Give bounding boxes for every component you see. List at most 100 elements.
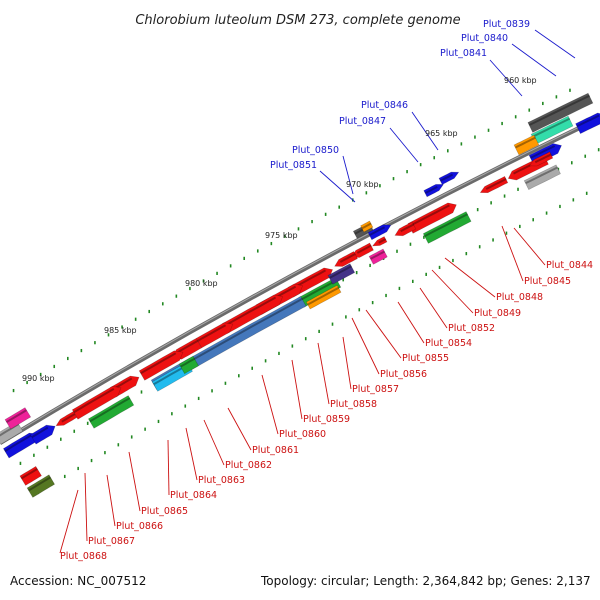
gene-label-plut-0848[interactable]: Plut_0848 <box>496 292 543 303</box>
scale-tick-mark <box>33 453 35 457</box>
gene-label-plut-0861[interactable]: Plut_0861 <box>252 445 299 456</box>
scale-tick-mark <box>584 154 587 158</box>
scale-tick-mark <box>532 218 535 222</box>
gene-arrow <box>138 350 184 381</box>
gene-features <box>0 92 600 498</box>
leader-line <box>431 269 474 314</box>
gene-label-plut-0854[interactable]: Plut_0854 <box>425 338 472 349</box>
gene-label-plut-0840[interactable]: Plut_0840 <box>461 33 508 44</box>
gene-label-plut-0845[interactable]: Plut_0845 <box>524 276 571 287</box>
scale-tick-mark <box>517 187 519 191</box>
scale-tick-mark <box>121 325 123 329</box>
scale-tick-mark <box>385 293 387 298</box>
gene-label-plut-0857[interactable]: Plut_0857 <box>352 384 399 395</box>
gene-shadow <box>424 186 438 194</box>
scale-tick-mark <box>371 301 374 305</box>
gene-label-plut-0841[interactable]: Plut_0841 <box>440 48 487 59</box>
gene-shadow <box>31 426 49 439</box>
gene-arrow <box>327 263 356 285</box>
scale-tick-mark <box>256 249 259 253</box>
scale-tick-mark <box>107 333 110 337</box>
gene-label-plut-0849[interactable]: Plut_0849 <box>474 308 521 319</box>
scale-tick-mark <box>460 142 463 146</box>
gene-label-plut-0863[interactable]: Plut_0863 <box>198 475 245 486</box>
gene-arrow <box>438 171 460 185</box>
gene-arrow <box>575 112 600 135</box>
scale-tick-mark <box>189 286 191 291</box>
gene-shadow <box>485 178 507 190</box>
gene-arrow <box>351 242 374 258</box>
gene-label-plut-0850[interactable]: Plut_0850 <box>292 145 339 156</box>
scale-tick-mark <box>104 451 106 455</box>
scale-tick-mark <box>238 374 240 378</box>
scale-tick-mark <box>80 348 83 353</box>
gene-label-plut-0851[interactable]: Plut_0851 <box>270 160 317 171</box>
leader-line <box>319 170 356 203</box>
scale-tick-mark <box>211 389 213 393</box>
scale-tick-mark <box>94 341 96 345</box>
leader-line <box>291 359 303 420</box>
gene-label-plut-0856[interactable]: Plut_0856 <box>380 369 427 380</box>
scale-tick-mark <box>264 359 267 363</box>
gene-label-plut-0847[interactable]: Plut_0847 <box>339 116 386 127</box>
gene-arrow <box>513 134 540 156</box>
scale-tick-mark <box>77 466 79 471</box>
gene-shadow <box>307 286 340 306</box>
scale-tick-mark <box>542 101 544 106</box>
scale-tick-mark <box>487 128 490 132</box>
gene-arrow <box>221 294 284 334</box>
leader-line <box>411 111 439 151</box>
scale-tick-mark <box>545 211 548 215</box>
scale-tick-mark <box>423 235 425 239</box>
gene-arrow <box>19 465 42 486</box>
scale-tick-mark <box>465 252 468 256</box>
scale-tick-mark <box>409 242 412 246</box>
gene-label-plut-0852[interactable]: Plut_0852 <box>448 323 495 334</box>
gene-label-plut-0846[interactable]: Plut_0846 <box>361 100 408 111</box>
gene-label-plut-0864[interactable]: Plut_0864 <box>170 490 217 501</box>
scale-tick-mark <box>501 121 503 126</box>
leader-line <box>444 257 496 298</box>
leader-line <box>317 342 330 405</box>
gene-shadow <box>408 204 450 227</box>
scale-tick-mark <box>19 461 22 465</box>
gene-label-plut-0844[interactable]: Plut_0844 <box>546 260 593 271</box>
leader-line <box>513 227 546 266</box>
scale-tick-mark <box>278 351 280 356</box>
gene-label-plut-0865[interactable]: Plut_0865 <box>141 506 188 517</box>
gene-label-plut-0868[interactable]: Plut_0868 <box>60 551 107 562</box>
scale-tick-mark <box>505 231 508 235</box>
gene-shadow <box>378 238 387 244</box>
leader-line <box>261 374 279 435</box>
gene-arrow <box>4 407 32 430</box>
gene-arrow <box>407 202 457 234</box>
leader-line <box>489 59 523 97</box>
leader-line <box>342 336 352 390</box>
gene-label-plut-0839[interactable]: Plut_0839 <box>483 19 530 30</box>
gene-label-plut-0858[interactable]: Plut_0858 <box>330 399 377 410</box>
gene-label-plut-0860[interactable]: Plut_0860 <box>279 429 326 440</box>
map-title: Chlorobium luteolum DSM 273, complete ge… <box>135 13 460 28</box>
scale-tick-mark <box>324 212 327 216</box>
scale-tick-mark <box>358 308 361 312</box>
scale-tick-mark <box>318 329 320 334</box>
scale-tick-mark <box>12 388 15 393</box>
gene-label-plut-0867[interactable]: Plut_0867 <box>88 536 135 547</box>
leader-line <box>59 489 79 554</box>
tick-label: 965 kbp <box>425 129 458 138</box>
gene-label-plut-0862[interactable]: Plut_0862 <box>225 460 272 471</box>
gene-arrow <box>422 211 472 244</box>
gene-label-plut-0859[interactable]: Plut_0859 <box>303 414 350 425</box>
leader-line <box>84 472 88 542</box>
gene-shadow <box>440 173 454 182</box>
scale-tick-mark <box>419 163 422 167</box>
gene-shadow <box>528 94 591 126</box>
leader-line <box>419 287 448 329</box>
gene-shadow <box>356 244 372 254</box>
scale-tick-mark <box>140 390 143 394</box>
gene-label-plut-0866[interactable]: Plut_0866 <box>116 521 163 532</box>
tick-label: 990 kbp <box>22 374 55 383</box>
gene-shadow <box>370 250 386 260</box>
gene-label-plut-0855[interactable]: Plut_0855 <box>402 353 449 364</box>
scale-tick-mark <box>243 256 246 261</box>
